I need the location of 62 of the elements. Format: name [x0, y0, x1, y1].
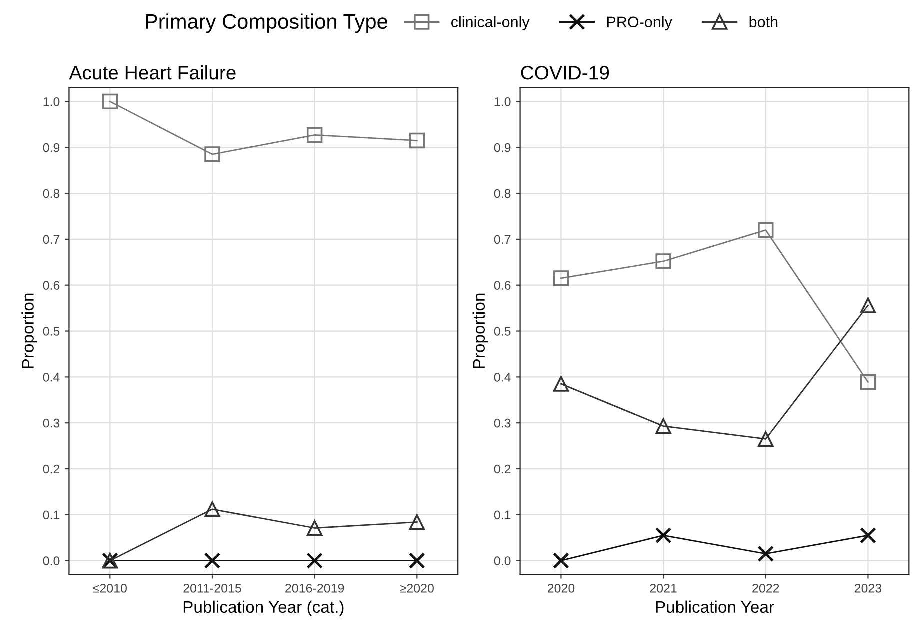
point [655, 527, 672, 544]
y-tick-label: 0.5 [494, 327, 511, 336]
point [860, 527, 876, 544]
point [553, 376, 570, 392]
chart-title: COVID-19 [521, 66, 610, 80]
point [204, 502, 220, 518]
y-tick-label: 0.0 [43, 556, 60, 566]
y-tick-label: 0.3 [43, 418, 60, 428]
point [758, 546, 774, 562]
point [306, 127, 323, 144]
x-tick-label: ≥2020 [400, 584, 434, 593]
x-axis-title: Publication Year (cat.) [184, 600, 344, 616]
point [758, 222, 774, 238]
y-tick-label: 0.8 [43, 189, 60, 198]
y-tick-label: 0.6 [494, 281, 511, 290]
y-tick-label: 0.9 [494, 143, 511, 152]
point [656, 254, 672, 270]
point [204, 552, 221, 570]
y-tick-label: 0.3 [494, 418, 511, 428]
point [204, 146, 220, 162]
point [553, 552, 570, 570]
point [409, 514, 425, 530]
y-tick-label: 0.5 [43, 327, 60, 336]
y-tick-label: 0.2 [43, 464, 60, 474]
y-tick-label: 1.0 [494, 97, 511, 106]
point [860, 374, 876, 390]
point [860, 298, 876, 314]
chart-title: Acute Heart Failure [69, 65, 236, 80]
y-axis-title: Proportion [472, 294, 488, 368]
point [408, 552, 426, 570]
point [409, 132, 425, 149]
point [758, 431, 774, 448]
point [102, 94, 118, 110]
y-tick-label: 0.0 [494, 556, 511, 566]
y-tick-label: 0.1 [43, 510, 60, 520]
x-tick-label: 2022 [752, 584, 780, 593]
y-tick-label: 0.7 [43, 235, 60, 244]
x-tick-label: ≤2010 [93, 584, 128, 593]
point [553, 270, 570, 286]
point [656, 418, 672, 434]
x-tick-label: 2021 [650, 584, 677, 593]
y-tick-label: 0.1 [494, 510, 511, 520]
y-tick-label: 0.4 [494, 372, 511, 382]
legend-label: clinical-only [452, 16, 530, 31]
x-tick-label: 2016-2019 [286, 584, 344, 593]
y-tick-label: 0.4 [43, 372, 60, 382]
y-tick-label: 0.6 [43, 281, 60, 290]
point [306, 520, 323, 536]
x-tick-label: 2020 [548, 584, 575, 593]
legend-title: Primary Composition Type [146, 14, 388, 34]
y-tick-label: 1.0 [44, 97, 60, 106]
legend-label: PRO-only [607, 16, 672, 31]
y-tick-label: 0.9 [43, 143, 60, 152]
x-tick-label: 2011-2015 [184, 584, 242, 593]
y-tick-label: 0.2 [494, 464, 511, 474]
y-axis-title: Proportion [22, 294, 38, 368]
y-tick-label: 0.7 [494, 235, 511, 244]
point [306, 552, 324, 570]
x-tick-label: 2023 [854, 584, 882, 593]
y-tick-label: 0.8 [494, 189, 511, 198]
legend-label: both [750, 16, 778, 28]
x-axis-title: Publication Year [656, 600, 774, 614]
